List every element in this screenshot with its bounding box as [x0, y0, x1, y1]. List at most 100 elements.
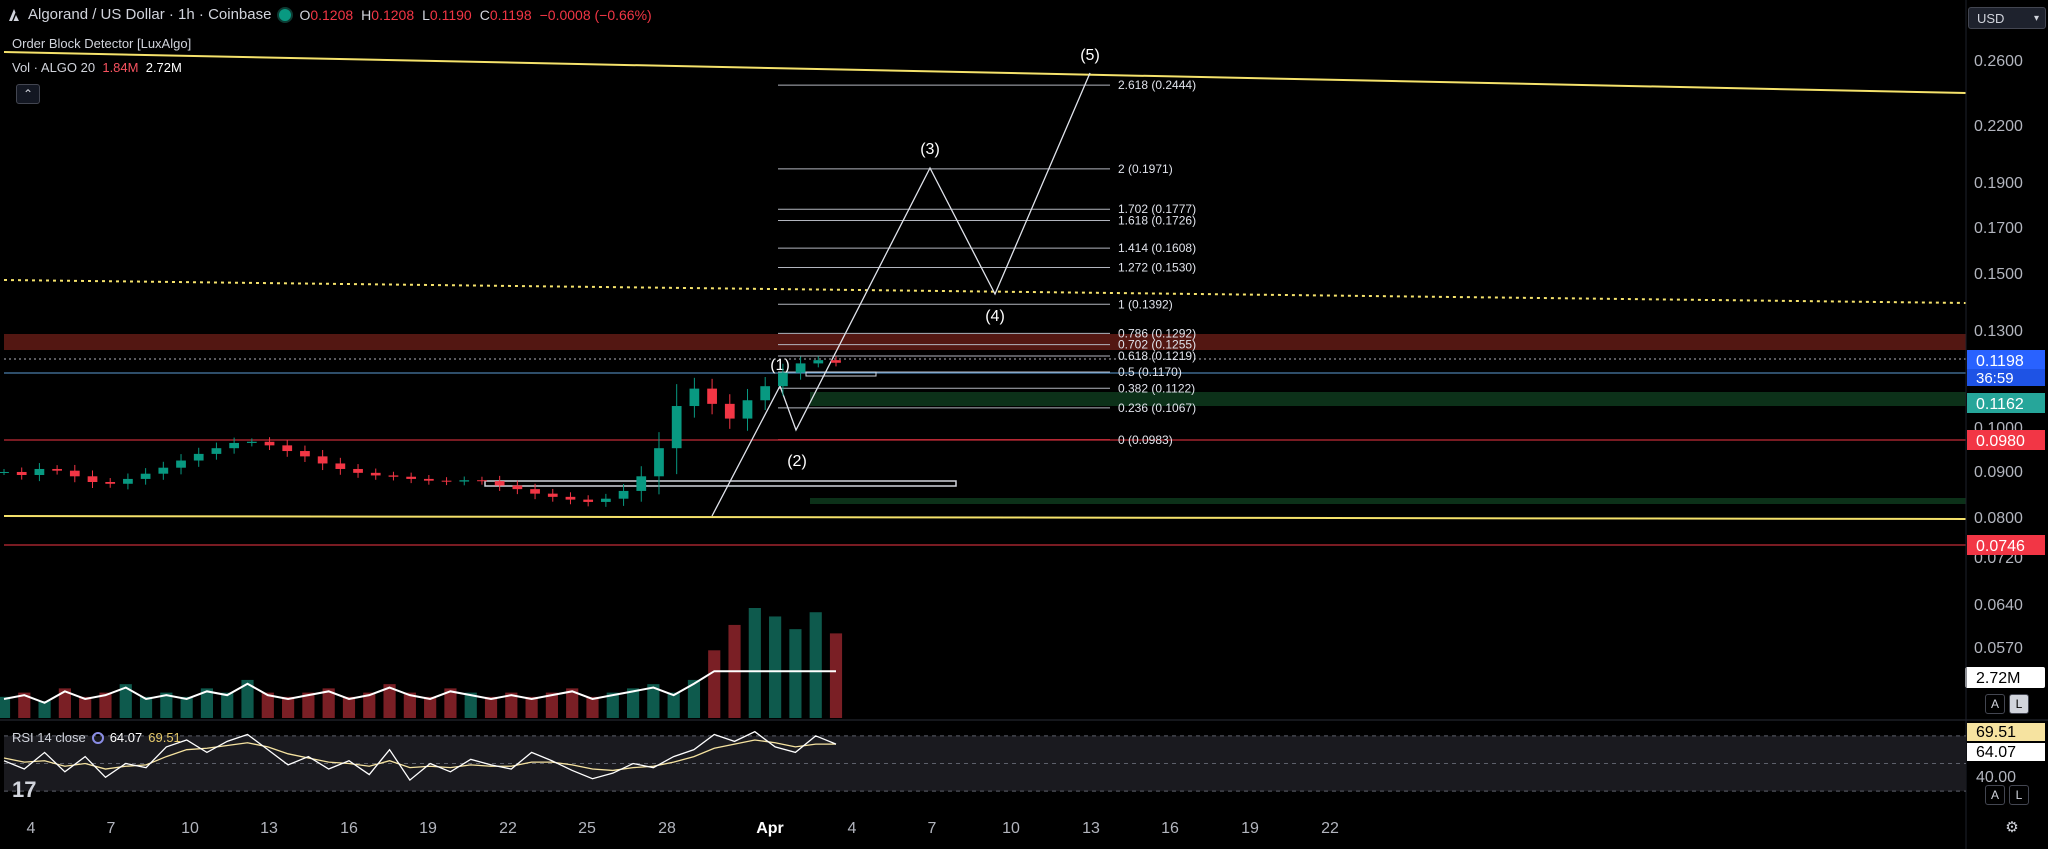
rsi-log-scale-button[interactable]: L: [2009, 785, 2029, 805]
candle: [795, 363, 806, 373]
price-badge: 0.0980: [1976, 433, 2025, 450]
candle: [707, 388, 717, 404]
open-value: 0.1208: [310, 6, 354, 23]
fib-level-label: 0.5 (0.1170): [1118, 365, 1182, 379]
price-tick-label: 0.0800: [1974, 510, 2023, 527]
candle: [229, 442, 239, 449]
bullish-order-block: [810, 392, 1966, 406]
volume-bar: [302, 692, 315, 718]
volume-bar: [99, 692, 112, 718]
candle: [34, 468, 45, 475]
volume-ma-line: [3, 670, 836, 704]
candle: [123, 478, 133, 484]
log-scale-button[interactable]: L: [2009, 694, 2029, 714]
volume-bar: [586, 696, 599, 718]
wave-label: (2): [787, 453, 807, 470]
volume-badge: 2.72M: [1976, 670, 2020, 687]
volume-bar: [464, 692, 477, 718]
market-status-icon: [277, 6, 294, 23]
volume-bar: [667, 692, 680, 718]
time-tick-label: 16: [1161, 820, 1179, 837]
fib-level-label: 0.382 (0.1122): [1118, 381, 1195, 395]
price-tick-label: 0.2600: [1974, 53, 2023, 70]
elliott-wave-path: [711, 72, 1091, 517]
candle: [300, 451, 310, 457]
candle: [158, 467, 169, 474]
time-tick-label: 28: [658, 820, 676, 837]
fib-level-label: 1.618 (0.1726): [1118, 214, 1196, 228]
volume-bar: [160, 692, 173, 718]
fib-level-label: 2 (0.1971): [1118, 162, 1173, 176]
fib-level-label: 1.702 (0.1777): [1118, 202, 1196, 216]
collapse-indicators-button[interactable]: ⌃: [16, 84, 40, 104]
volume-value-2: 2.72M: [145, 60, 182, 75]
volume-bar: [322, 688, 335, 718]
price-badge-bg: [1967, 535, 2045, 555]
candle: [636, 476, 647, 491]
candle: [406, 476, 417, 479]
time-tick-label: 7: [928, 820, 937, 837]
candle: [335, 463, 346, 469]
change-value: −0.0008 (−0.66%): [539, 6, 652, 23]
price-tick-label: 0.0570: [1974, 640, 2023, 657]
wave-label: (1): [770, 357, 790, 374]
candle: [16, 471, 27, 475]
volume-bar: [18, 692, 31, 718]
volume-bar: [241, 679, 254, 718]
price-tick-label: 0.2200: [1974, 118, 2023, 135]
rsi-settings-icon[interactable]: [91, 731, 104, 744]
volume-bar: [809, 612, 822, 718]
volume-bar: [221, 692, 234, 718]
rsi-auto-scale-button[interactable]: A: [1985, 785, 2005, 805]
indicator-volume[interactable]: Vol · ALGO 20 1.84M 2.72M: [12, 60, 182, 75]
rsi-ma-line: [3, 739, 836, 772]
gear-icon[interactable]: ⚙: [2005, 819, 2019, 836]
candle: [140, 473, 151, 479]
fib-level-label: 1 (0.1392): [1118, 297, 1173, 311]
price-tick-label: 0.1500: [1974, 266, 2023, 283]
volume-bar: [119, 684, 132, 718]
volume-bar: [363, 692, 376, 718]
candle: [547, 493, 558, 497]
currency-select[interactable]: USD ▾: [1968, 7, 2046, 29]
candle: [512, 485, 523, 490]
volume-bar: [282, 696, 295, 718]
price-tick-label: 0.0640: [1974, 597, 2023, 614]
fib-level-label: 2.618 (0.2444): [1118, 78, 1196, 92]
candle: [52, 468, 62, 471]
volume-bar: [424, 696, 437, 718]
chevron-down-icon: ▾: [2033, 13, 2039, 24]
rsi-ma-value: 69.51: [148, 730, 181, 745]
time-tick-label: 10: [1002, 820, 1020, 837]
candle: [211, 448, 222, 454]
symbol-title[interactable]: Algorand / US Dollar · 1h · Coinbase: [28, 6, 272, 23]
volume-bar: [566, 688, 579, 718]
volume-bar: [748, 608, 761, 718]
candle: [0, 471, 9, 473]
time-tick-label: 4: [848, 820, 857, 837]
auto-scale-button[interactable]: A: [1985, 694, 2005, 714]
indicator-rsi[interactable]: RSI 14 close 64.07 69.51: [12, 730, 181, 745]
candle: [760, 386, 771, 401]
indicator-order-block[interactable]: Order Block Detector [LuxAlgo]: [12, 36, 192, 51]
time-tick-label: 25: [578, 820, 596, 837]
fib-level-label: 0.618 (0.1219): [1118, 349, 1196, 363]
candle: [565, 496, 576, 500]
volume-bar: [505, 692, 518, 718]
candle: [176, 460, 186, 468]
rsi-value: 64.07: [109, 730, 143, 745]
bullish-order-block-low: [810, 498, 1966, 504]
volume-bar: [38, 701, 51, 718]
volume-bars: [0, 608, 843, 718]
algorand-logo-icon: [9, 8, 19, 21]
candle: [459, 480, 470, 482]
wave-label: (3): [920, 141, 940, 158]
time-tick-label: 19: [1241, 820, 1259, 837]
price-badge-bg: [1967, 393, 2045, 413]
resistance-dotted-line: [3, 279, 1967, 304]
candle: [494, 481, 505, 486]
volume-bar: [444, 688, 457, 718]
candle: [441, 480, 452, 482]
time-tick-label: 10: [181, 820, 199, 837]
